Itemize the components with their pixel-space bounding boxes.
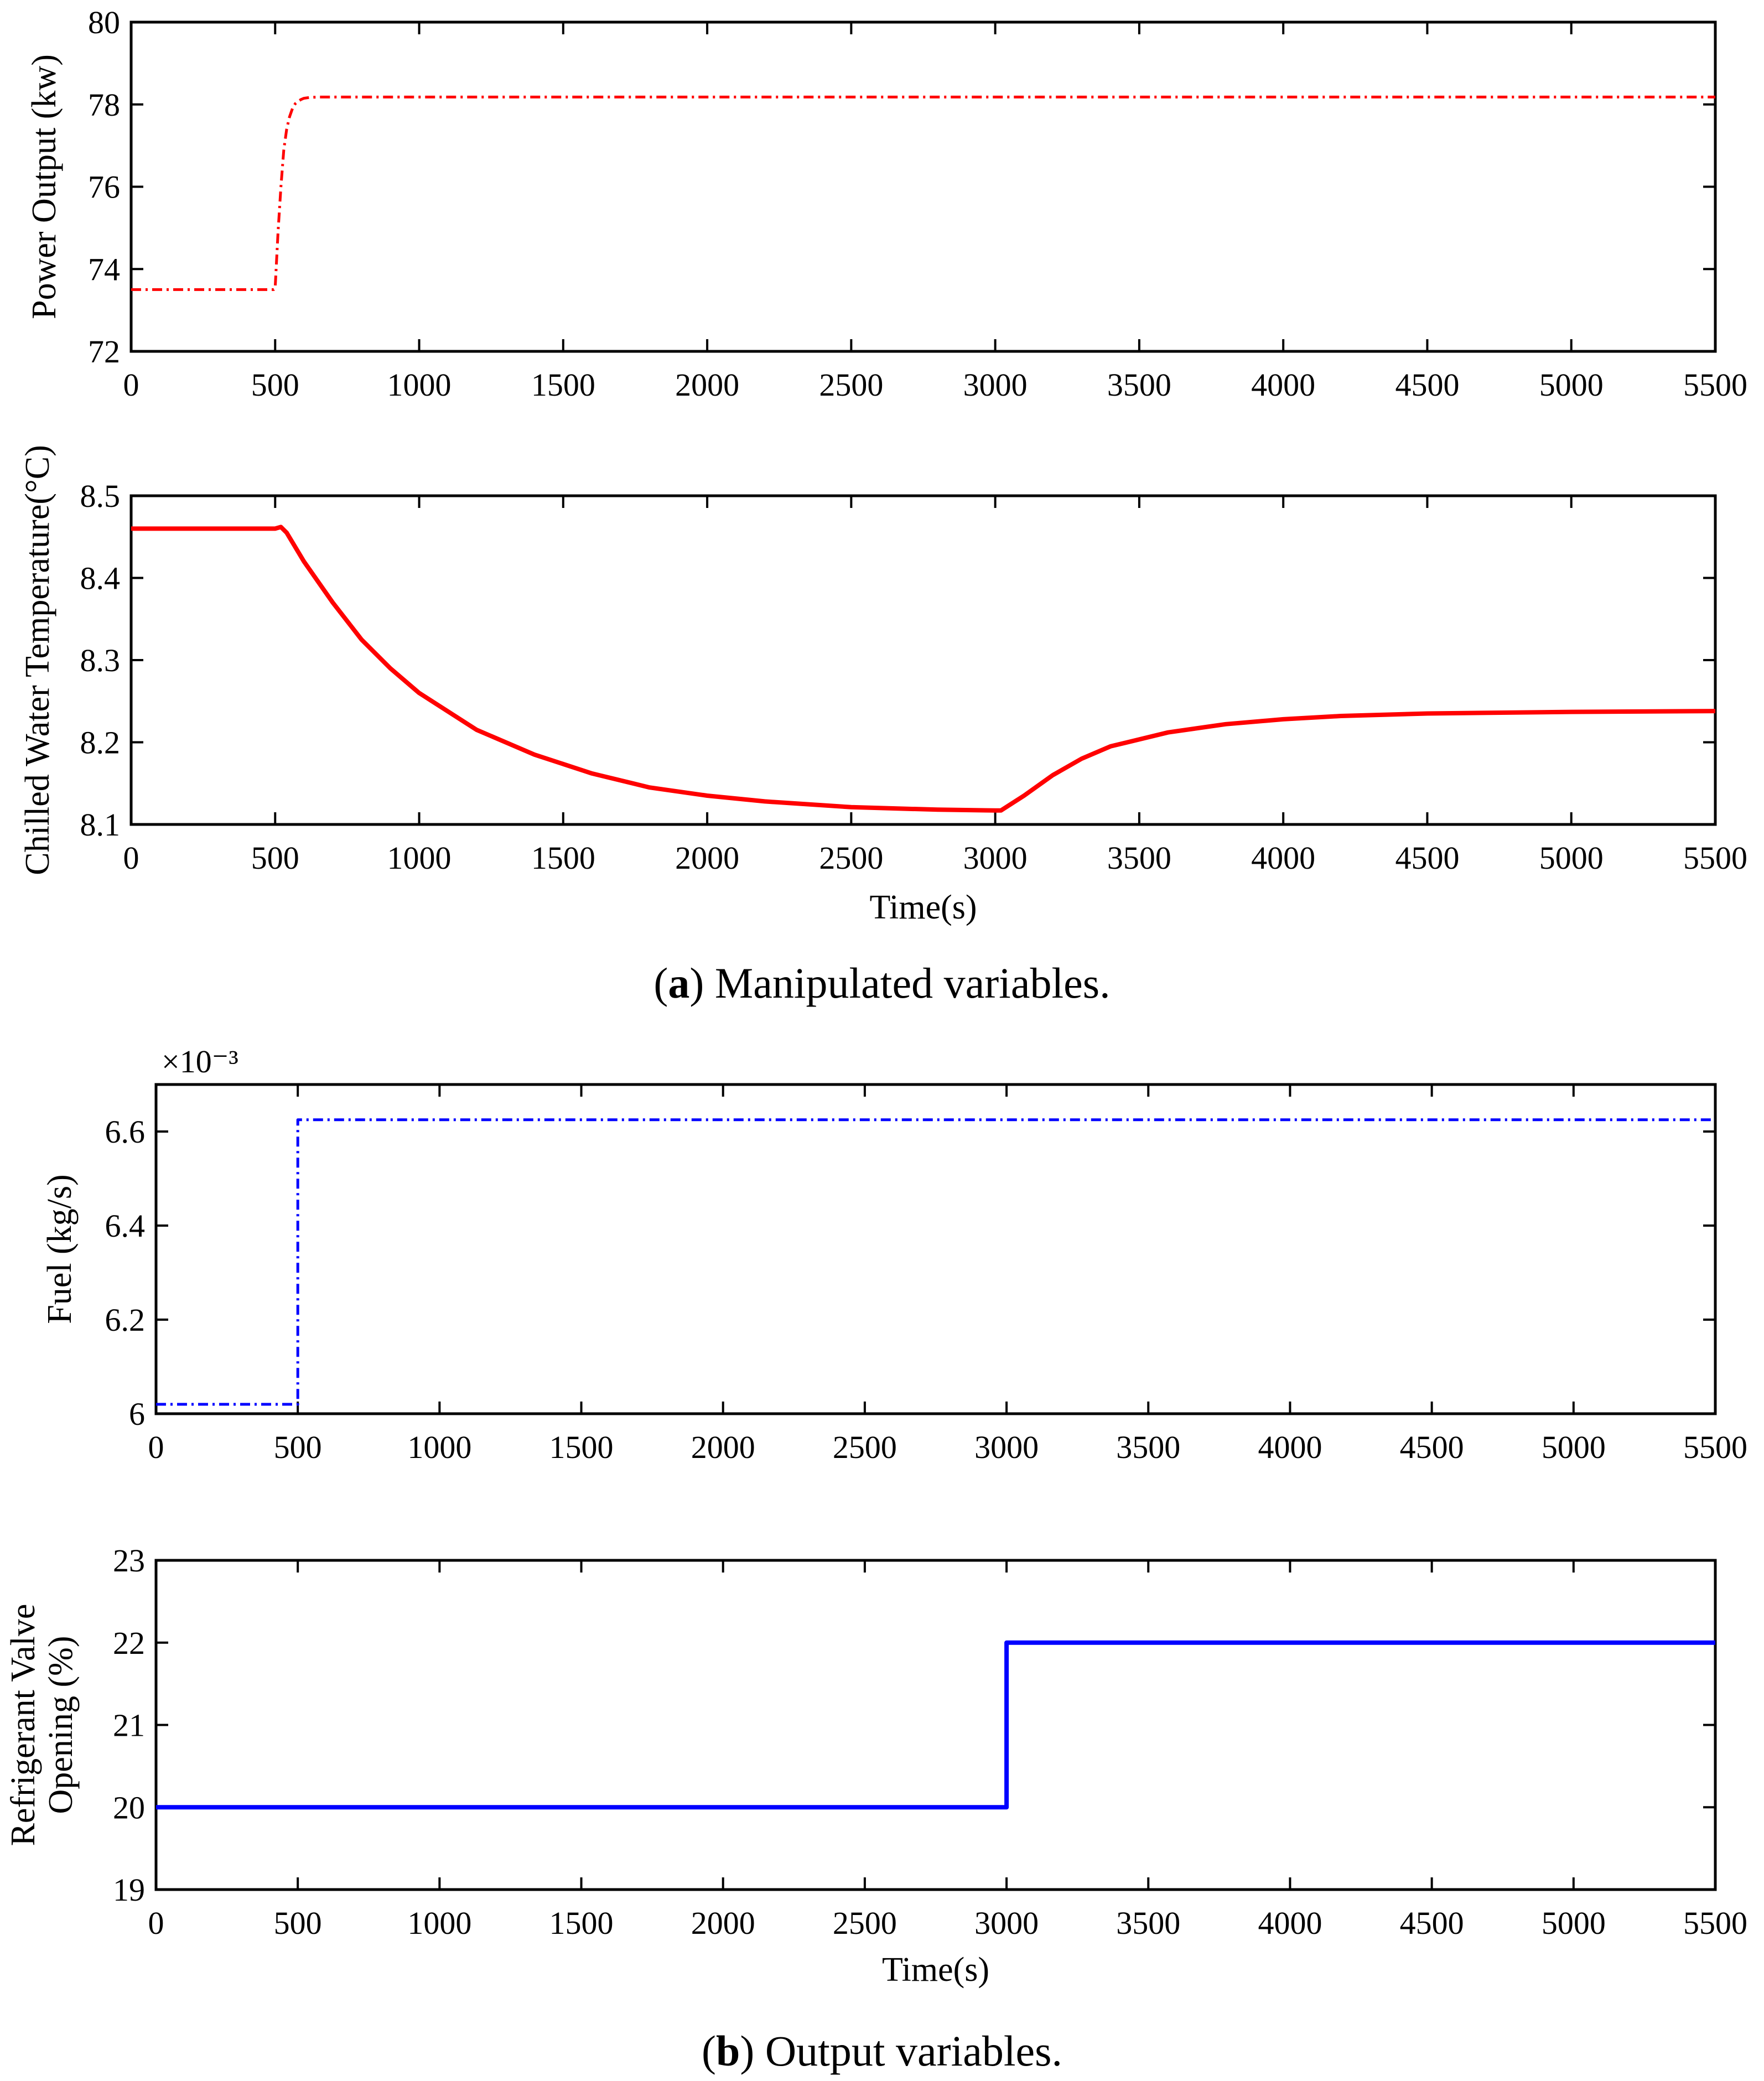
x-tick-label: 2000 xyxy=(675,840,739,876)
plot-frame xyxy=(129,494,1717,826)
chart-power: 0 500 1000 1500 2000 2500 3000 3500 4000 4500 5000… xyxy=(25,4,1747,403)
y-axis-label: Power Output (kw) xyxy=(25,54,63,319)
x-tick-label: 0 xyxy=(148,1429,164,1465)
x-tick-label: 5500 xyxy=(1683,840,1747,876)
chart-valve: 0 500 1000 1500 2000 2500 3000 3500 4000 4500 5000… xyxy=(4,1543,1747,1989)
y-tick-label: 78 xyxy=(88,87,120,123)
x-tick-label: 500 xyxy=(274,1905,322,1941)
x-tick-label: 500 xyxy=(274,1429,322,1465)
x-tick-label: 500 xyxy=(251,367,299,403)
x-tick-label: 3000 xyxy=(963,840,1028,876)
y-axis-label: Refrigerant ValveOpening (%) xyxy=(4,1604,80,1846)
x-tick-label: 3500 xyxy=(1107,367,1171,403)
y-tick-label: 23 xyxy=(113,1543,145,1579)
x-tick-label: 5500 xyxy=(1683,1905,1747,1941)
x-tick-label: 2500 xyxy=(819,367,883,403)
series-line-power xyxy=(131,95,1715,291)
y-tick-label: 8.2 xyxy=(80,725,121,761)
y-axis-label-line: Opening (%) xyxy=(42,1636,80,1814)
x-tick-label: 5500 xyxy=(1683,367,1747,403)
y-axis-label: Fuel (kg/s) xyxy=(41,1174,79,1324)
y-axis-label: Chilled Water Temperature(°C) xyxy=(19,445,56,875)
y-exponent-label: ×10⁻³ xyxy=(162,1044,238,1080)
x-tick-label: 4000 xyxy=(1258,1905,1322,1941)
x-tick-label: 4500 xyxy=(1395,840,1459,876)
x-tick-label: 2000 xyxy=(675,367,739,403)
x-tick-label: 0 xyxy=(148,1905,164,1941)
y-tick-label: 20 xyxy=(113,1789,145,1825)
series-line-chilled xyxy=(131,525,1716,813)
x-tick-label: 0 xyxy=(123,367,139,403)
x-tick-label: 2000 xyxy=(691,1429,755,1465)
x-tick-label: 5500 xyxy=(1683,1429,1747,1465)
x-tick-label: 1500 xyxy=(531,367,595,403)
chart-fuel: 0 500 1000 1500 2000 2500 3000 3500 4000 4500 5000… xyxy=(41,1044,1747,1465)
plot-frame xyxy=(129,20,1717,353)
x-tick-label: 4000 xyxy=(1251,840,1315,876)
y-tick-label: 72 xyxy=(88,334,120,370)
x-tick-label: 5000 xyxy=(1542,1429,1606,1465)
series-line-valve xyxy=(156,1640,1715,1810)
x-tick-label: 1000 xyxy=(387,367,452,403)
x-tick-label: 2500 xyxy=(833,1905,897,1941)
plot-frame xyxy=(154,1559,1717,1891)
y-tick-label: 80 xyxy=(88,4,120,40)
x-tick-label: 1000 xyxy=(407,1905,471,1941)
x-tick-label: 4500 xyxy=(1395,367,1459,403)
x-tick-label: 0 xyxy=(123,840,139,876)
y-axis-label-line: Refrigerant Valve xyxy=(4,1604,42,1846)
y-tick-label: 6.4 xyxy=(105,1208,146,1244)
y-tick-label: 76 xyxy=(88,169,120,205)
x-tick-label: 2500 xyxy=(819,840,883,876)
x-tick-label: 3500 xyxy=(1116,1905,1180,1941)
x-tick-label: 5000 xyxy=(1539,840,1604,876)
x-tick-label: 5000 xyxy=(1539,367,1604,403)
x-tick-label: 3000 xyxy=(974,1905,1039,1941)
y-tick-label: 6.6 xyxy=(105,1114,146,1150)
y-tick-label: 6.2 xyxy=(105,1302,146,1338)
y-tick-label: 21 xyxy=(113,1708,145,1743)
x-tick-label: 4000 xyxy=(1258,1429,1322,1465)
caption-a: (a) Manipulated variables. xyxy=(653,959,1110,1007)
series-line-fuel xyxy=(156,1118,1715,1406)
x-tick-label: 4500 xyxy=(1400,1905,1464,1941)
x-tick-label: 1000 xyxy=(407,1429,471,1465)
x-tick-label: 4000 xyxy=(1251,367,1315,403)
x-tick-label: 3000 xyxy=(974,1429,1039,1465)
x-tick-label: 1500 xyxy=(549,1905,614,1941)
x-tick-label: 1500 xyxy=(531,840,595,876)
x-tick-label: 3000 xyxy=(963,367,1028,403)
x-tick-label: 1500 xyxy=(549,1429,614,1465)
x-tick-label: 3500 xyxy=(1116,1429,1180,1465)
y-tick-label: 19 xyxy=(113,1872,145,1908)
chart-chilled-water: 0 500 1000 1500 2000 2500 3000 3500 4000 4500 5000… xyxy=(19,445,1747,926)
x-tick-label: 2500 xyxy=(833,1429,897,1465)
x-axis-label: Time(s) xyxy=(869,889,977,926)
x-axis-label: Time(s) xyxy=(882,1951,989,1989)
x-tick-label: 500 xyxy=(251,840,299,876)
plot-frame xyxy=(154,1083,1717,1415)
x-tick-label: 1000 xyxy=(387,840,452,876)
x-tick-label: 3500 xyxy=(1107,840,1171,876)
x-tick-label: 5000 xyxy=(1542,1905,1606,1941)
y-tick-label: 8.3 xyxy=(80,642,121,678)
y-tick-label: 8.1 xyxy=(80,807,121,843)
y-tick-label: 74 xyxy=(88,251,120,287)
y-tick-label: 6 xyxy=(129,1396,145,1432)
caption-b: (b) Output variables. xyxy=(702,2027,1062,2075)
y-tick-label: 8.5 xyxy=(80,478,121,514)
y-tick-label: 8.4 xyxy=(80,561,121,596)
y-tick-label: 22 xyxy=(113,1625,145,1661)
x-tick-label: 4500 xyxy=(1400,1429,1464,1465)
x-tick-label: 2000 xyxy=(691,1905,755,1941)
